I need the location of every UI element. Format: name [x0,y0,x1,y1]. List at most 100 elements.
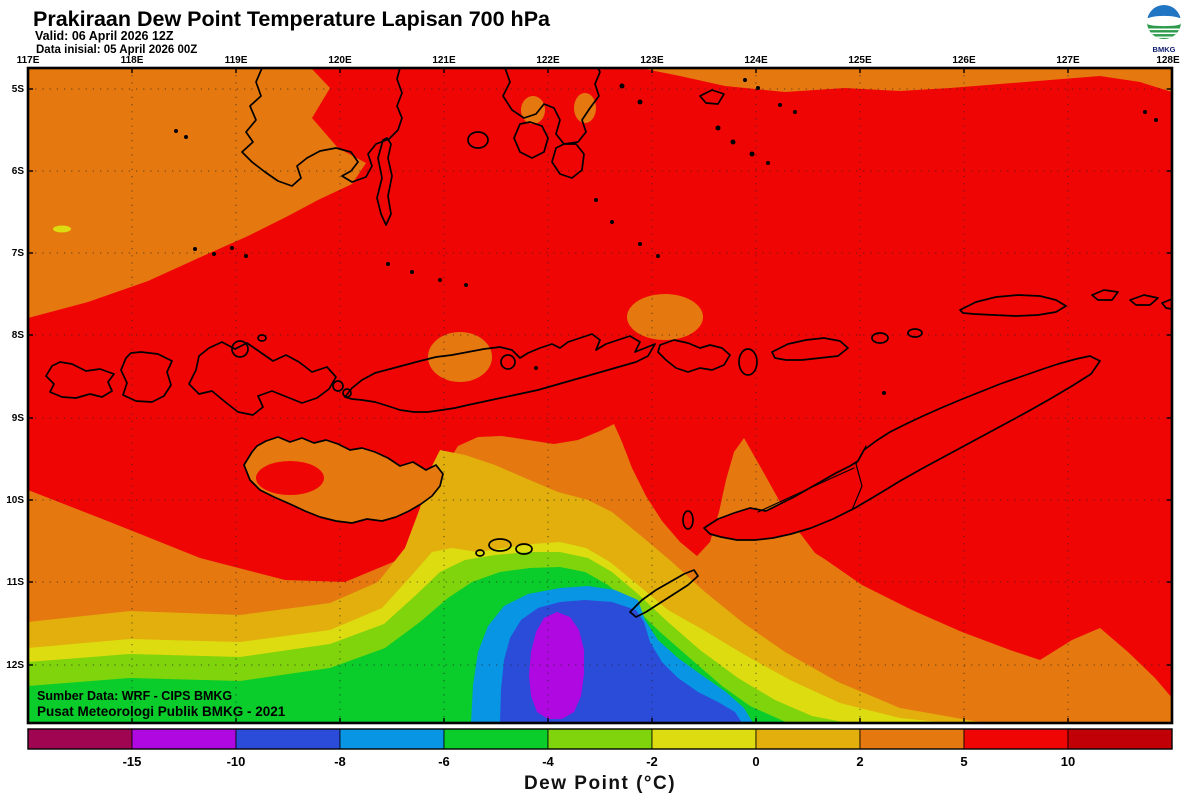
lon-label: 119E [225,55,248,66]
page-title: Prakiraan Dew Point Temperature Lapisan … [33,7,551,31]
coastline-small-island [1161,298,1172,310]
coastline-wetar [959,294,1067,317]
coastline-sumbawa-west [45,361,115,399]
coastline-komodo [332,380,344,392]
coastline-rote [629,569,699,618]
map-frame [26,66,1174,725]
lat-label: 5S [12,84,25,95]
lat-label: 11S [7,577,25,588]
colorbar-cell [963,728,1069,750]
lat-axis-labels: 5S 6S 7S 8S 9S 10S 11S 12S [6,84,24,671]
coastline-small-island [257,334,267,342]
lon-axis-labels: 117E 118E 119E 120E 121E 122E 123E 124E … [17,55,1180,66]
coastline-lembata-cluster [657,339,731,373]
coastline-pantar [738,348,758,376]
lon-label: 121E [432,55,456,66]
lon-label: 123E [640,55,664,66]
bmkg-logo-globe-icon [1147,5,1181,39]
colorbar-cell [131,728,237,750]
colorbar-tick: 0 [752,754,759,769]
graticule-gridlines [28,68,1172,723]
lat-label: 10S [6,495,24,506]
lat-label: 8S [12,330,25,341]
coastline-buton [551,143,585,179]
map-canvas: Sumber Data: WRF - CIPS BMKG Pusat Meteo… [28,68,1172,723]
colorbar: -15 -10 -8 -6 -4 -2 0 2 5 10 Dew Point (… [27,728,1173,794]
colorbar-cell [755,728,861,750]
colorbar-tick: -6 [438,754,450,769]
coastline-flores [344,333,656,413]
coastline-timor [703,355,1101,541]
contour-red-region [28,68,1172,698]
coastline-small-island [500,354,516,370]
lon-label: 128E [1156,55,1180,66]
bmkg-logo-label: BMKG [1153,45,1176,54]
sumba-red-patch [256,461,324,495]
coastline-savu [515,543,533,555]
colorbar-cell [547,728,653,750]
lon-label: 120E [328,55,352,66]
valid-time-label: Valid: 06 April 2026 12Z [35,29,174,43]
bmkg-logo: BMKG [1147,5,1181,54]
colorbar-cell [27,728,133,750]
coastline-semau [682,510,694,530]
coastline-small-island [871,332,889,344]
coastline-savu [488,538,512,552]
colorbar-tick: -4 [542,754,554,769]
colorbar-cell [1067,728,1173,750]
colorbar-cell [235,728,341,750]
islet-dots [174,78,1158,395]
timor-border-line [851,445,867,511]
lon-label: 126E [952,55,976,66]
lat-label: 9S [12,413,25,424]
lon-label: 127E [1056,55,1080,66]
coastline-sumbawa-mid [120,351,173,403]
coastline-alor [771,337,849,361]
colorbar-cell [651,728,757,750]
colorbar-tick: -8 [334,754,346,769]
coastlines [45,68,1172,618]
colorbar-tick: 10 [1061,754,1075,769]
colorbar-tick-labels: -15 -10 -8 -6 -4 -2 0 2 5 10 [123,754,1076,769]
lon-label: 122E [536,55,560,66]
colorbar-tick: 2 [856,754,863,769]
init-time-label: Data inisial: 05 April 2026 00Z [36,44,197,56]
colorbar-cell [443,728,549,750]
colorbar-tick: 5 [960,754,967,769]
colorbar-tick: -2 [646,754,658,769]
coastline-muna [513,121,549,159]
coastline-rinca [342,388,352,398]
lon-label: 125E [848,55,872,66]
lon-label: 124E [744,55,768,66]
colorbar-cell [859,728,965,750]
contour-magenta-core [529,612,584,719]
coastline-kabaena [467,131,489,149]
coastline-sumbawa-east [188,341,337,416]
contour-yellow-speck [53,225,71,233]
colorbar-tick: -15 [123,754,142,769]
lat-label: 7S [12,248,25,259]
coastline-small-island [907,328,923,338]
data-source-credit: Sumber Data: WRF - CIPS BMKG [37,689,232,703]
coastline-raijua [475,549,485,557]
colorbar-cells [27,728,1173,750]
contour-orange-patch [428,332,492,382]
lon-label: 117E [17,55,40,66]
contour-orange-patch [627,294,703,340]
lat-label: 6S [12,166,25,177]
coastline-moyo [231,340,249,358]
coastline-small-island [699,89,725,105]
coastline-small-island [1129,294,1159,306]
contour-orange-patch [574,93,596,123]
lon-label: 118E [121,55,144,66]
colorbar-cell [339,728,445,750]
coastline-sulawesi-se [502,68,601,145]
timor-inner-line [757,467,855,513]
coastline-selayar [376,137,393,226]
coastline-small-island [1091,289,1119,301]
coastline-sulawesi-sw [241,68,403,187]
colorbar-tick: -10 [227,754,246,769]
colorbar-title: Dew Point (°C) [524,773,676,794]
